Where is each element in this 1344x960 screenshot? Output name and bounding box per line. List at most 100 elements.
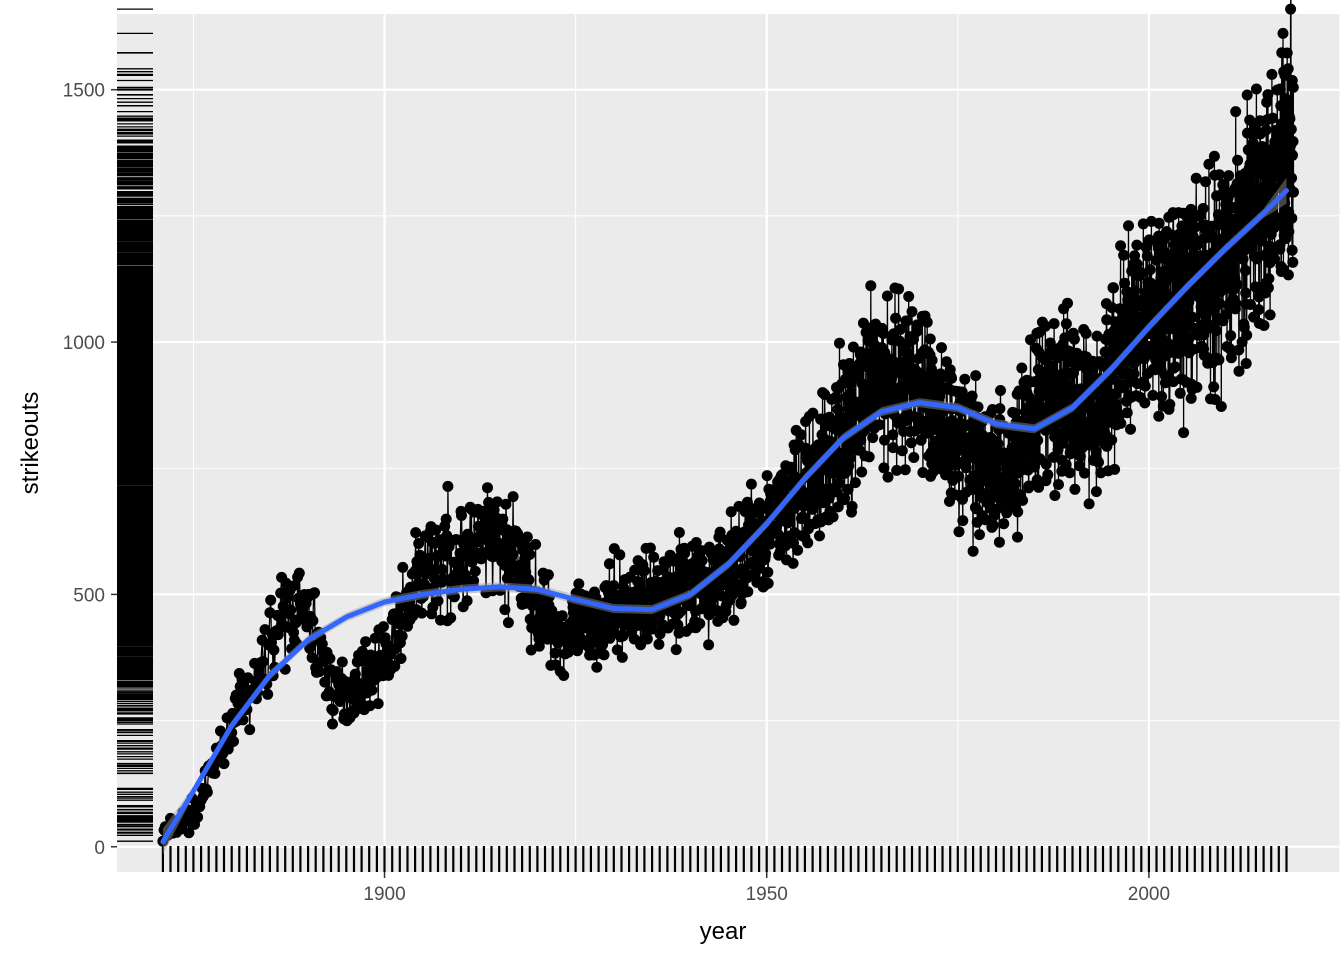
data-point [448, 591, 460, 603]
data-point [1135, 267, 1147, 279]
data-point [1258, 320, 1270, 331]
data-point [1121, 407, 1133, 419]
data-point [993, 536, 1005, 548]
data-point [469, 565, 481, 577]
data-point [533, 640, 545, 652]
data-point [1187, 311, 1198, 323]
data-point [307, 615, 319, 627]
data-point [1074, 451, 1086, 462]
data-point [617, 630, 629, 642]
data-point [1284, 113, 1296, 125]
data-point [1263, 273, 1275, 285]
data-point [1267, 112, 1279, 124]
data-point [262, 688, 274, 700]
data-point [849, 477, 861, 489]
data-point [1059, 332, 1071, 344]
data-point [500, 498, 512, 510]
data-point [814, 530, 825, 542]
data-point [1128, 368, 1140, 380]
data-point [372, 698, 384, 710]
data-point [1107, 373, 1119, 385]
data-point [396, 630, 408, 642]
data-point [1044, 373, 1056, 384]
data-point [1064, 467, 1076, 479]
data-point [839, 492, 850, 504]
data-point [523, 574, 535, 586]
data-point [1286, 172, 1298, 184]
data-point [926, 354, 938, 366]
data-point [911, 319, 923, 331]
data-point [980, 514, 992, 526]
data-point [742, 586, 754, 598]
data-point [468, 575, 480, 587]
data-point [558, 670, 570, 681]
data-point [785, 461, 797, 473]
data-point [1079, 467, 1090, 479]
data-point [893, 283, 905, 295]
data-point [336, 656, 348, 668]
data-point [802, 537, 814, 549]
data-point [1183, 332, 1195, 344]
data-point [1068, 333, 1080, 345]
data-point [1115, 240, 1127, 252]
data-point [924, 333, 936, 345]
data-point [1164, 398, 1176, 410]
data-point [654, 628, 666, 640]
data-point [659, 558, 671, 570]
data-point [764, 538, 776, 550]
data-point [483, 496, 495, 508]
y-tick-label: 500 [73, 585, 105, 606]
x-tick-label: 1900 [363, 884, 405, 905]
data-point [863, 451, 875, 463]
data-point [1129, 285, 1141, 297]
smooth-trend-line [160, 188, 1289, 845]
data-point [972, 401, 984, 413]
data-point [957, 515, 969, 527]
data-point [530, 539, 542, 550]
data-point [899, 464, 911, 476]
data-point [745, 478, 757, 490]
data-point [327, 705, 339, 716]
data-point [1240, 265, 1251, 276]
data-point [1197, 203, 1209, 214]
data-point [1109, 463, 1121, 475]
data-point [327, 718, 338, 730]
data-point [397, 561, 409, 573]
data-point [807, 407, 819, 419]
data-point [795, 429, 807, 441]
data-point [714, 526, 726, 538]
data-point [422, 552, 434, 564]
data-point [1231, 279, 1243, 291]
data-point [706, 593, 718, 605]
data-point [648, 551, 660, 563]
data-point [1171, 278, 1183, 290]
data-point [597, 639, 609, 651]
data-point [1215, 401, 1227, 412]
data-point [1091, 330, 1103, 342]
data-point [903, 291, 915, 302]
data-point [1048, 318, 1060, 330]
data-point [787, 557, 799, 569]
data-point [230, 689, 242, 701]
data-point [1153, 410, 1165, 422]
data-point [844, 452, 856, 464]
data-point [1060, 318, 1072, 330]
data-point [992, 438, 1004, 450]
data-point [1260, 124, 1272, 136]
data-point [653, 638, 665, 650]
data-point [1281, 100, 1293, 112]
data-point [1169, 361, 1181, 373]
data-point [287, 580, 299, 592]
data-point [1281, 47, 1293, 59]
y-rug [117, 8, 153, 842]
data-point [1250, 83, 1262, 95]
data-point [1287, 81, 1299, 93]
data-point [1213, 354, 1225, 366]
data-point [1151, 296, 1163, 308]
data-point [1190, 172, 1202, 184]
data-point [228, 735, 239, 747]
data-point [257, 656, 269, 667]
data-point [1240, 358, 1252, 369]
data-point [1277, 124, 1289, 136]
